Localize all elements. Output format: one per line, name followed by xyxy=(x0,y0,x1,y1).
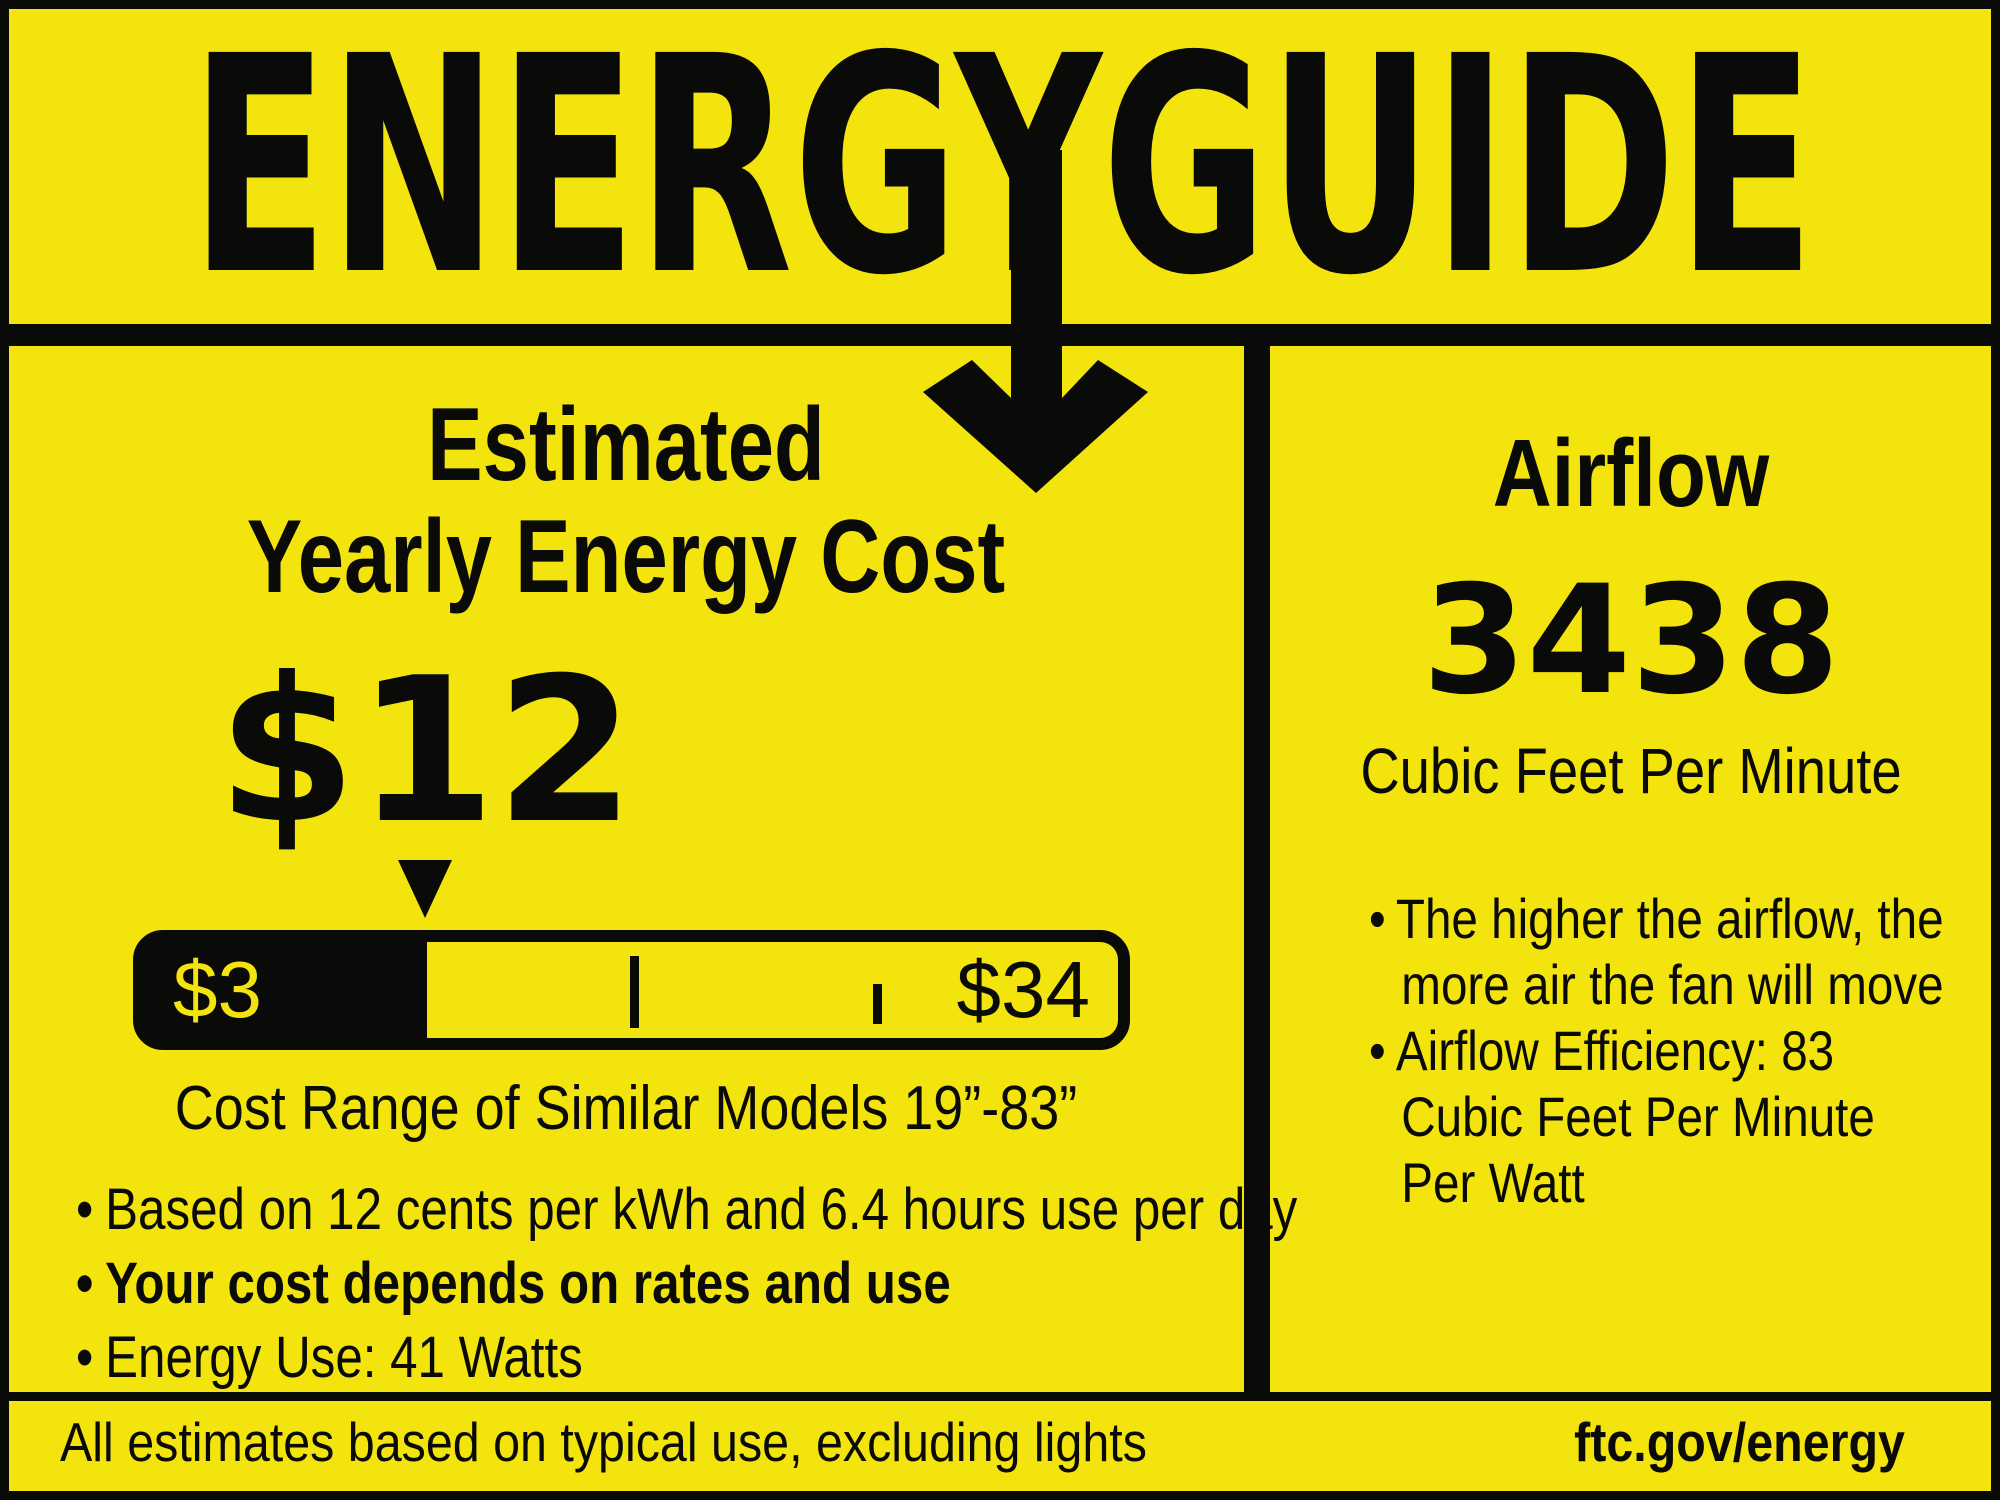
airflow-value: 3438 xyxy=(1422,554,1840,728)
scale-tick-threequarter xyxy=(873,984,882,1024)
list-item: • Your cost depends on rates and use xyxy=(76,1247,1297,1321)
down-arrow-icon xyxy=(923,150,1148,493)
cost-range-caption: Cost Range of Similar Models 19”-83” xyxy=(174,1074,1078,1143)
heading-line-2: Yearly Energy Cost xyxy=(246,499,1006,615)
bullet-icon: • xyxy=(76,1325,94,1390)
energyguide-logo-text: ENERGYGUIDE xyxy=(190,0,1815,340)
yearly-cost-value: $12 xyxy=(217,635,635,868)
cost-range-labels: $3 $34 xyxy=(145,942,1118,1038)
cost-note-depends: Your cost depends on rates and use xyxy=(105,1251,951,1316)
cost-marker-icon xyxy=(398,860,452,918)
footer-disclaimer: All estimates based on typical use, excl… xyxy=(60,1411,1147,1473)
airflow-notes-list: • The higher the airflow, the more air th… xyxy=(1369,886,1956,1216)
estimated-yearly-energy-cost-heading: Estimated Yearly Energy Cost xyxy=(132,389,1121,613)
cost-range-fill xyxy=(145,942,428,1038)
footer-url: ftc.gov/energy xyxy=(1574,1411,1905,1473)
cost-note-energy-use: Energy Use: 41 Watts xyxy=(105,1325,583,1390)
scale-min-label: $3 xyxy=(173,945,262,1034)
airflow-note-efficiency: Airflow Efficiency: 83 Cubic Feet Per Mi… xyxy=(1395,1019,1875,1214)
panel-divider xyxy=(1244,335,1270,1392)
bullet-icon: • xyxy=(1369,887,1386,950)
heading-line-1: Estimated xyxy=(427,387,825,503)
list-item: • Based on 12 cents per kWh and 6.4 hours… xyxy=(76,1173,1297,1247)
footer-divider xyxy=(0,1392,2000,1401)
cost-note-basis: Based on 12 cents per kWh and 6.4 hours … xyxy=(105,1177,1298,1242)
list-item: • The higher the airflow, the more air th… xyxy=(1369,886,1956,1018)
airflow-note-higher: The higher the airflow, the more air the… xyxy=(1395,887,1944,1016)
scale-tick-mid xyxy=(630,956,639,1028)
list-item: • Airflow Efficiency: 83 Cubic Feet Per M… xyxy=(1369,1018,1956,1216)
airflow-heading: Airflow xyxy=(1492,420,1770,527)
cost-notes-list: • Based on 12 cents per kWh and 6.4 hours… xyxy=(76,1173,1297,1395)
scale-max-label: $34 xyxy=(956,945,1090,1034)
bullet-icon: • xyxy=(76,1177,94,1242)
bullet-icon: • xyxy=(1369,1019,1386,1082)
cost-range-bar: $3 $34 xyxy=(133,930,1130,1050)
header-divider xyxy=(0,324,2000,346)
list-item: • Energy Use: 41 Watts xyxy=(76,1321,1297,1395)
energyguide-logo: ENERGYGUIDE xyxy=(190,0,1815,340)
bullet-icon: • xyxy=(76,1251,94,1316)
airflow-unit-label: Cubic Feet Per Minute xyxy=(1360,735,1902,807)
